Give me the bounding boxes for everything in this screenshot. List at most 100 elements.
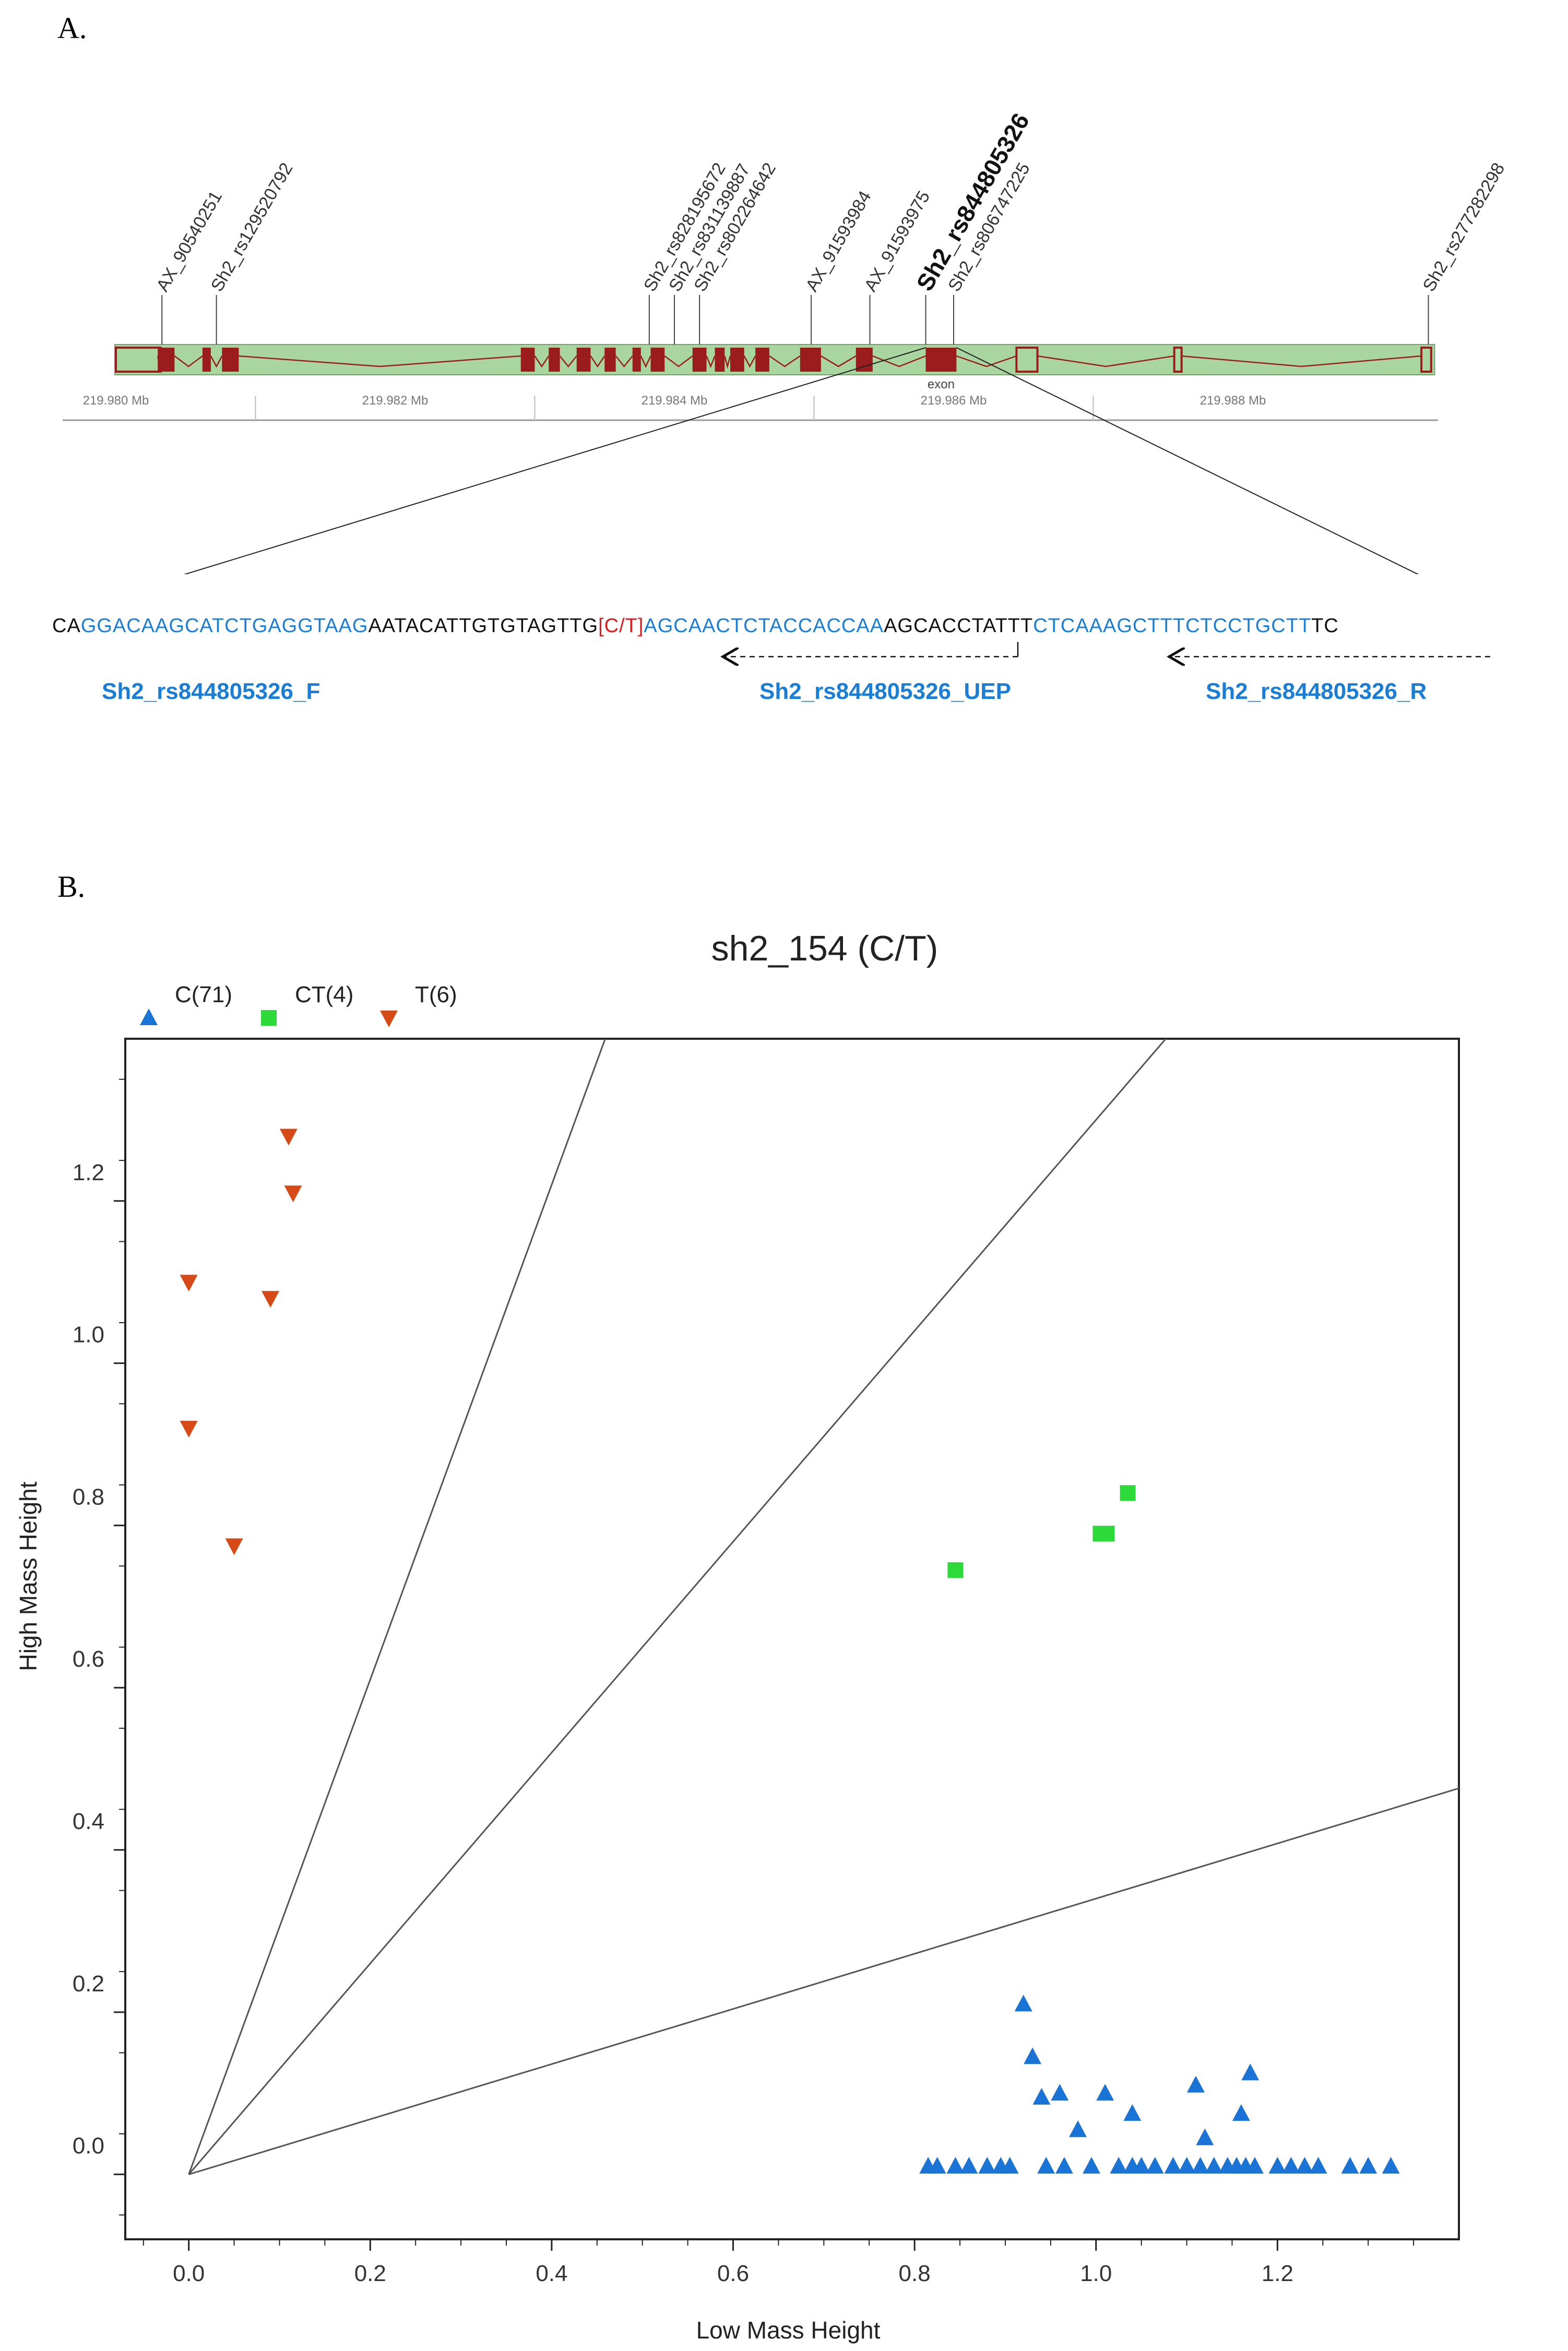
axis-tick-label: 219.988 Mb <box>1200 394 1266 408</box>
sequence-part: AGCAACTCTACCACCAA <box>644 615 884 637</box>
primer-uep-label: Sh2_rs844805326_UEP <box>759 679 1011 704</box>
data-point <box>1099 1525 1115 1541</box>
sequence-part: GGACAAGCATCTGAGGTAAG <box>80 615 369 637</box>
data-point <box>1341 2157 1359 2174</box>
x-tick-label: 0.6 <box>717 2261 749 2286</box>
data-point <box>1245 2157 1264 2174</box>
gene-track-background <box>114 344 1435 375</box>
x-tick-label: 1.0 <box>1080 2261 1112 2286</box>
sequence-line: CAGGACAAGCATCTGAGGTAAGAATACATTGTGTAGTTG[… <box>52 615 1339 637</box>
data-point <box>947 1562 964 1578</box>
panel-a-label: A. <box>57 11 87 45</box>
exon-filled <box>604 348 616 372</box>
data-point <box>1120 1485 1136 1501</box>
data-point <box>1164 2157 1182 2174</box>
legend-marker <box>380 1011 398 1027</box>
y-tick-label: 0.4 <box>73 1809 104 1834</box>
y-tick-label: 0.8 <box>73 1484 104 1510</box>
data-point <box>1132 2157 1150 2174</box>
cluster-boundary-line <box>188 1787 1459 2176</box>
series-triangle-up <box>919 1994 1400 2174</box>
sequence-part: CTCAAAGCTTTCTCCTGCTT <box>1033 615 1312 637</box>
legend-label: T(6) <box>415 982 457 1007</box>
panel-b-label: B. <box>57 870 86 904</box>
series-triangle-down <box>180 1129 302 1556</box>
data-point <box>1309 2157 1327 2174</box>
data-point <box>1196 2128 1214 2145</box>
x-tick-label: 0.2 <box>354 2261 386 2286</box>
data-point <box>1191 2157 1209 2174</box>
data-point <box>1096 2084 1114 2101</box>
legend: C(71) CT(4) T(6) <box>140 982 457 1027</box>
data-point <box>946 2157 965 2174</box>
data-point <box>1359 2157 1377 2174</box>
sequence-part: CA <box>52 615 81 637</box>
data-point <box>1268 2157 1287 2174</box>
exon-filled <box>520 348 535 372</box>
x-axis-label: Low Mass Height <box>696 2317 881 2344</box>
data-point <box>978 2157 996 2174</box>
axis-tick-label: 219.980 Mb <box>83 394 149 408</box>
plot-frame <box>124 1038 1460 2240</box>
exon-filled <box>549 348 560 372</box>
y-tick-label: 0.6 <box>73 1646 104 1672</box>
legend-marker <box>261 1010 277 1026</box>
data-point <box>1055 2157 1073 2174</box>
data-point <box>1083 2157 1101 2174</box>
data-point <box>1069 2120 1087 2138</box>
y-tick-label: 0.2 <box>73 1971 104 1997</box>
data-point <box>1001 2157 1019 2174</box>
axis-tick-label: 219.982 Mb <box>362 394 429 408</box>
data-point <box>928 2157 946 2174</box>
exon-filled <box>576 348 591 372</box>
exon-filled <box>222 348 239 372</box>
legend-label: C(71) <box>175 982 232 1007</box>
data-point <box>1110 2157 1128 2174</box>
exon-filled <box>692 348 707 372</box>
data-point <box>1123 2104 1142 2121</box>
axis-tick-label: 219.984 Mb <box>642 394 708 408</box>
data-point <box>1186 2075 1205 2093</box>
exon-filled <box>715 348 725 372</box>
exon-filled <box>202 348 211 372</box>
data-point <box>1241 2063 1260 2081</box>
axis-tick-label: 219.986 Mb <box>921 394 987 408</box>
chart-title: sh2_154 (C/T) <box>711 929 939 968</box>
exon-filled <box>755 348 769 372</box>
data-point <box>225 1538 243 1556</box>
data-point <box>262 1291 280 1308</box>
exon-filled <box>158 348 175 372</box>
sequence-part: AATACATTGTGTAGTTG <box>368 615 599 637</box>
y-axis-label: High Mass Height <box>15 1481 42 1671</box>
exon-open <box>1015 347 1039 373</box>
data-point <box>279 1129 298 1146</box>
sequence-part: AGCACCTATTT <box>884 615 1034 637</box>
primer-f-label: Sh2_rs844805326_F <box>102 679 320 704</box>
exon-open <box>1420 347 1432 373</box>
primer-r-label: Sh2_rs844805326_R <box>1206 679 1427 704</box>
legend-label: CT(4) <box>295 982 353 1007</box>
legend-marker <box>140 1008 158 1025</box>
data-point <box>1282 2157 1300 2174</box>
data-point <box>1205 2157 1223 2174</box>
exon-filled <box>632 348 641 372</box>
data-point <box>1024 2047 1042 2064</box>
marker-label: Sh2_rs129520792 <box>207 159 297 295</box>
exon-filled <box>800 348 821 372</box>
zoom-line-left <box>183 347 926 574</box>
sequence-part: TC <box>1311 615 1339 637</box>
exon-filled <box>730 348 744 372</box>
exon-filled <box>650 348 665 372</box>
exon-filled <box>925 348 957 372</box>
x-tick-label: 0.0 <box>173 2261 205 2286</box>
data-point <box>284 1185 302 1203</box>
zoom-line-right <box>956 347 1419 574</box>
y-tick-label: 1.0 <box>73 1322 104 1348</box>
data-point <box>180 1420 198 1438</box>
cluster-lines <box>188 1039 1459 2176</box>
primer-arrows <box>0 642 1490 673</box>
cluster-boundary-line <box>188 1039 1167 2175</box>
data-point <box>1037 2157 1055 2174</box>
x-tick-label: 0.4 <box>536 2261 567 2286</box>
